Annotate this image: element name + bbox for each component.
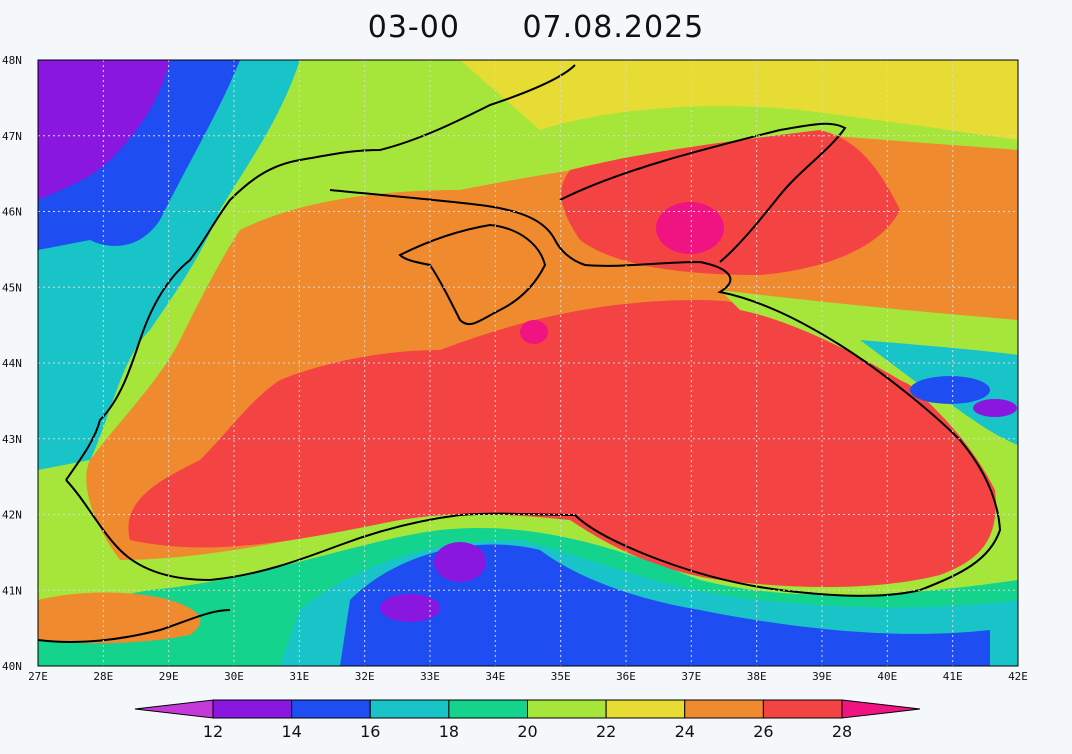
coast-sea-outline	[65, 189, 1002, 597]
colorbar-tick-label: 12	[203, 722, 223, 741]
field-red-main	[128, 300, 996, 587]
lon-tick-label: 42E	[1008, 670, 1028, 683]
colorbar-arrow-low	[134, 699, 214, 719]
colorbar-bin	[762, 699, 843, 719]
title-time: 03-00	[367, 10, 460, 45]
field-south-violet-1	[434, 542, 486, 582]
lon-tick-label: 36E	[616, 670, 636, 683]
lat-tick-label: 43N	[2, 433, 22, 446]
lat-tick-label: 46N	[2, 206, 22, 219]
colorbar-bin	[291, 699, 371, 719]
field-east-green	[720, 290, 1018, 440]
field-ne-yellow	[460, 60, 1018, 140]
lon-tick-label: 33E	[420, 670, 440, 683]
lon-tick-label: 29E	[159, 670, 179, 683]
lat-tick-label: 47N	[2, 130, 22, 143]
map-frame	[37, 59, 1019, 667]
colorbar-arrow-high	[841, 699, 921, 719]
field-hotspot-azov	[656, 202, 724, 254]
colorbar-bin	[684, 699, 764, 719]
lon-tick-label: 38E	[747, 670, 767, 683]
title-date: 07.08.2025	[522, 10, 705, 45]
colorbar-bin	[527, 699, 607, 719]
colorbar-tick-label: 28	[832, 722, 852, 741]
lat-tick-label: 44N	[2, 357, 22, 370]
lon-tick-label: 32E	[355, 670, 375, 683]
lat-tick-label: 41N	[2, 584, 22, 597]
field-south-blue	[340, 544, 990, 666]
colorbar-tick-label: 16	[360, 722, 380, 741]
colorbar: 12 14 16 18 20 22 24 26 28	[134, 699, 921, 741]
coast-azov	[559, 122, 847, 263]
lon-tick-label: 41E	[943, 670, 963, 683]
colorbar-tick-label: 18	[439, 722, 459, 741]
lon-tick-label: 40E	[877, 670, 897, 683]
lat-axis: 40N 41N 42N 43N 44N 45N 46N 47N 48N	[2, 54, 22, 673]
field-nw-violet	[38, 60, 170, 200]
colorbar-bin	[605, 699, 686, 719]
colorbar-tick-label: 20	[517, 722, 537, 741]
lon-tick-label: 39E	[812, 670, 832, 683]
lon-tick-label: 35E	[551, 670, 571, 683]
lon-tick-label: 27E	[28, 670, 48, 683]
temperature-field	[38, 60, 1018, 666]
map-grid	[38, 60, 1018, 666]
colorbar-bin	[212, 699, 293, 719]
lon-tick-label: 31E	[289, 670, 309, 683]
lat-tick-label: 42N	[2, 509, 22, 522]
colorbar-tick-label: 24	[675, 722, 695, 741]
colorbar-tick-label: 22	[596, 722, 616, 741]
colorbar-tick-label: 26	[753, 722, 773, 741]
lon-tick-label: 37E	[681, 670, 701, 683]
lat-tick-label: 40N	[2, 660, 22, 673]
lon-tick-label: 34E	[485, 670, 505, 683]
field-east-blue	[910, 376, 990, 404]
coast-northwest	[65, 64, 576, 481]
lon-axis: 27E 28E 29E 30E 31E 32E 33E 34E 35E 36E 37E 38E 39E 4…	[28, 670, 1028, 683]
colorbar-bin	[448, 699, 528, 719]
coast-marmara	[38, 609, 231, 643]
lon-tick-label: 28E	[93, 670, 113, 683]
lon-tick-label: 30E	[224, 670, 244, 683]
field-south-violet-2	[380, 594, 440, 622]
lat-tick-label: 45N	[2, 281, 22, 294]
lat-tick-label: 48N	[2, 54, 22, 67]
map-title: 03-00 07.08.2025	[0, 10, 1072, 45]
field-east-violet	[973, 399, 1017, 417]
colorbar-tick-label: 14	[281, 722, 301, 741]
colorbar-bin	[369, 699, 450, 719]
field-hotspot-crimea	[520, 320, 548, 344]
